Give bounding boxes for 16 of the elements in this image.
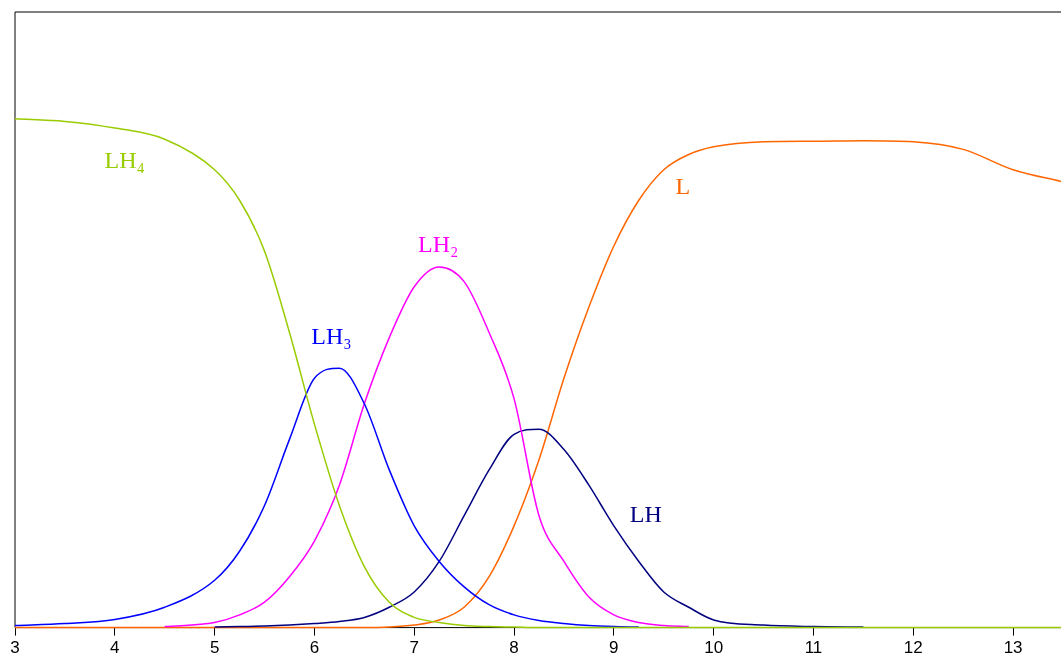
x-tick-label: 7 <box>409 638 419 658</box>
x-tick-label: 9 <box>609 638 619 658</box>
x-tick-label: 5 <box>209 638 220 658</box>
x-tick-label: 3 <box>10 638 20 658</box>
x-tick-label: 12 <box>903 638 923 658</box>
series-label: LH₃ <box>311 322 352 349</box>
series-label: LH₄ <box>104 147 145 174</box>
series-label: L <box>675 172 691 199</box>
x-tick-label: 13 <box>1003 638 1023 658</box>
x-tick-label: 6 <box>309 638 320 658</box>
x-tick-label: 11 <box>804 638 823 658</box>
x-tick-label: 8 <box>509 638 519 658</box>
x-tick-label: 4 <box>110 638 120 658</box>
x-tick-label: 10 <box>704 638 724 658</box>
series-label: LH₂ <box>418 231 459 258</box>
series-label: LH <box>629 500 662 527</box>
